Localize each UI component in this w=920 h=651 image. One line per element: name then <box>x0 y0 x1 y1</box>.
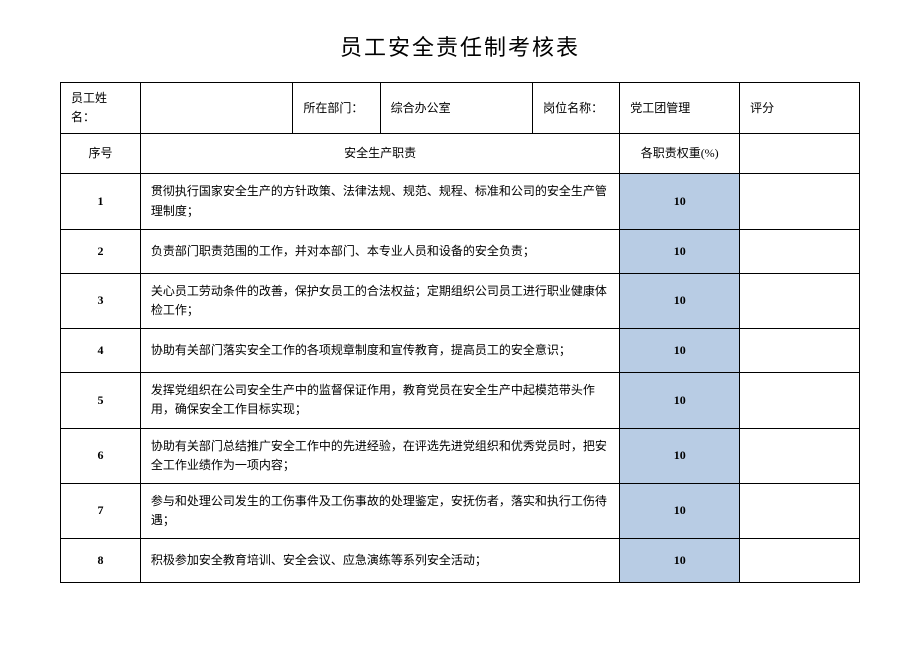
row-index: 5 <box>61 373 141 428</box>
score-header: 评分 <box>740 83 860 134</box>
row-weight: 10 <box>620 373 740 428</box>
row-score <box>740 483 860 538</box>
table-row: 1 贯彻执行国家安全生产的方针政策、法律法规、规范、规程、标准和公司的安全生产管… <box>61 174 860 229</box>
row-score <box>740 273 860 328</box>
table-row: 2 负责部门职责范围的工作，并对本部门、本专业人员和设备的安全负责； 10 <box>61 229 860 273</box>
row-index: 1 <box>61 174 141 229</box>
row-desc: 贯彻执行国家安全生产的方针政策、法律法规、规范、规程、标准和公司的安全生产管理制… <box>140 174 619 229</box>
row-index: 7 <box>61 483 141 538</box>
table-row: 3 关心员工劳动条件的改善，保护女员工的合法权益；定期组织公司员工进行职业健康体… <box>61 273 860 328</box>
row-weight: 10 <box>620 273 740 328</box>
row-weight: 10 <box>620 539 740 583</box>
dept-label: 所在部门： <box>293 83 380 134</box>
col-weight: 各职责权重(%) <box>620 134 740 174</box>
row-score <box>740 428 860 483</box>
row-index: 2 <box>61 229 141 273</box>
row-desc: 关心员工劳动条件的改善，保护女员工的合法权益；定期组织公司员工进行职业健康体检工… <box>140 273 619 328</box>
dept-value: 综合办公室 <box>380 83 532 134</box>
row-weight: 10 <box>620 483 740 538</box>
col-index: 序号 <box>61 134 141 174</box>
table-row: 6 协助有关部门总结推广安全工作中的先进经验，在评选先进党组织和优秀党员时，把安… <box>61 428 860 483</box>
position-value: 党工团管理 <box>620 83 740 134</box>
row-desc: 协助有关部门落实安全工作的各项规章制度和宣传教育，提高员工的安全意识； <box>140 329 619 373</box>
row-score <box>740 373 860 428</box>
info-header-row: 员工姓名： 所在部门： 综合办公室 岗位名称： 党工团管理 评分 <box>61 83 860 134</box>
row-score <box>740 174 860 229</box>
assessment-table: 员工姓名： 所在部门： 综合办公室 岗位名称： 党工团管理 评分 序号 安全生产… <box>60 82 860 583</box>
row-index: 3 <box>61 273 141 328</box>
row-desc: 参与和处理公司发生的工伤事件及工伤事故的处理鉴定，安抚伤者，落实和执行工伤待遇； <box>140 483 619 538</box>
name-value <box>140 83 292 134</box>
row-score <box>740 229 860 273</box>
row-weight: 10 <box>620 428 740 483</box>
row-desc: 协助有关部门总结推广安全工作中的先进经验，在评选先进党组织和优秀党员时，把安全工… <box>140 428 619 483</box>
table-row: 4 协助有关部门落实安全工作的各项规章制度和宣传教育，提高员工的安全意识； 10 <box>61 329 860 373</box>
table-row: 7 参与和处理公司发生的工伤事件及工伤事故的处理鉴定，安抚伤者，落实和执行工伤待… <box>61 483 860 538</box>
position-label: 岗位名称： <box>533 83 620 134</box>
row-score <box>740 329 860 373</box>
table-row: 5 发挥党组织在公司安全生产中的监督保证作用，教育党员在安全生产中起模范带头作用… <box>61 373 860 428</box>
page-title: 员工安全责任制考核表 <box>60 30 860 62</box>
row-desc: 积极参加安全教育培训、安全会议、应急演练等系列安全活动； <box>140 539 619 583</box>
row-score <box>740 539 860 583</box>
row-index: 8 <box>61 539 141 583</box>
col-duty: 安全生产职责 <box>140 134 619 174</box>
column-header-row: 序号 安全生产职责 各职责权重(%) <box>61 134 860 174</box>
row-index: 6 <box>61 428 141 483</box>
row-index: 4 <box>61 329 141 373</box>
row-desc: 负责部门职责范围的工作，并对本部门、本专业人员和设备的安全负责； <box>140 229 619 273</box>
row-weight: 10 <box>620 174 740 229</box>
row-weight: 10 <box>620 329 740 373</box>
name-label: 员工姓名： <box>61 83 141 134</box>
row-weight: 10 <box>620 229 740 273</box>
col-score <box>740 134 860 174</box>
row-desc: 发挥党组织在公司安全生产中的监督保证作用，教育党员在安全生产中起模范带头作用，确… <box>140 373 619 428</box>
table-row: 8 积极参加安全教育培训、安全会议、应急演练等系列安全活动； 10 <box>61 539 860 583</box>
